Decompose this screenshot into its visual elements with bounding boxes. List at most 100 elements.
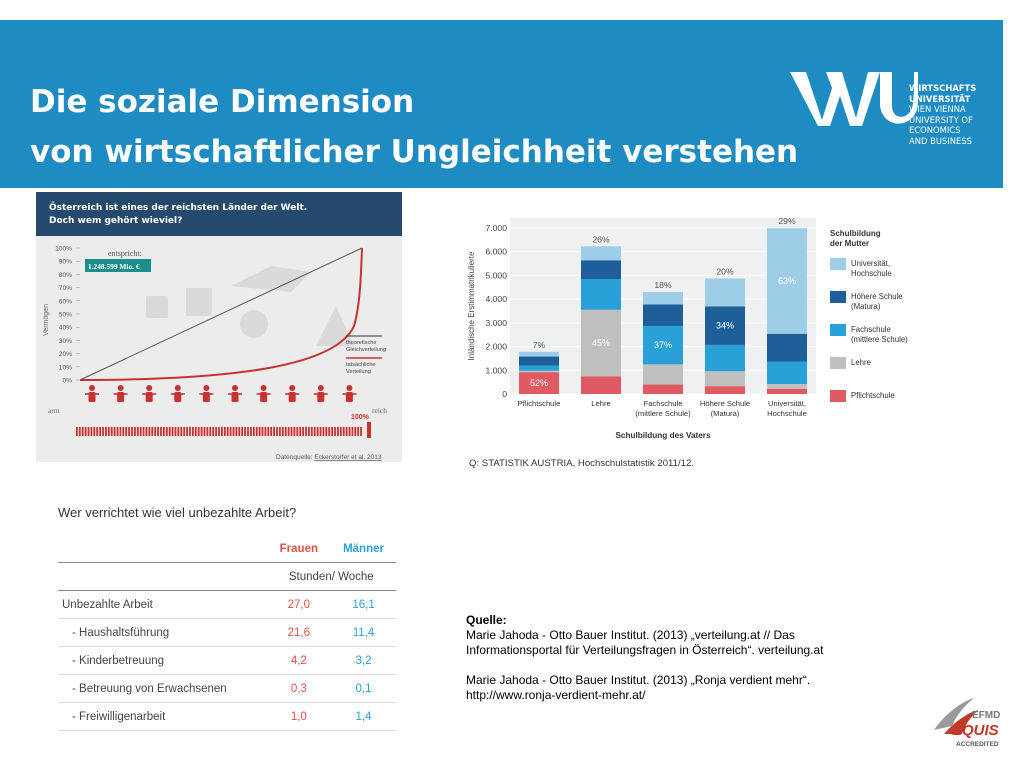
entspricht-label: entspricht: [108,249,142,258]
percentile-bar [203,427,206,436]
percentile-bar [116,427,119,436]
percentile-bar [241,427,244,436]
legend-swatch [830,258,846,270]
percentile-bar [168,427,171,436]
column-header-maenner: Männer [331,535,396,563]
x-tick-label: Lehre [591,399,610,408]
cell-frauen: 0,3 [266,674,332,703]
units-label: Stunden/ Woche [266,562,396,591]
y-tick-label: 4.000 [485,294,507,304]
percentile-bar [200,427,203,436]
cell-maenner: 16,1 [331,590,396,619]
table-title: Wer verrichtet wie viel unbezahlte Arbei… [58,505,297,520]
people-icons [85,385,357,402]
infographic-headline-2: Doch wem gehört wieviel? [49,216,183,226]
bar-total-label: 26% [592,234,610,244]
table-row: - Kinderbetreuung 4,2 3,2 [58,646,396,675]
bar-segment [643,292,683,305]
legend-actual: tatsächliche [346,362,376,368]
logo-line: UNIVERSITÄT [909,93,971,104]
logo-line: ECONOMICS [909,125,961,135]
percentile-bar [258,427,261,436]
percentile-bar [252,427,255,436]
lorenz-y-tick-label: 0% [62,378,72,385]
wu-logo-text: WIRTSCHAFTS UNIVERSITÄT WIEN VIENNA UNIV… [909,83,976,146]
bar-segment [643,304,683,326]
source-link[interactable]: http://www.ronja-verdient-mehr.at/ [466,688,646,702]
cell-maenner: 1,4 [331,702,396,731]
wealth-value-box [85,259,151,272]
percentile-bar [197,427,200,436]
percentile-bar [331,427,333,436]
percentile-bar [206,427,209,436]
bar-segment [767,228,807,334]
x-axis-ticks: Pflichtschule Lehre Fachschule(mittlere Sc… [518,399,807,418]
bar-segment [767,361,807,385]
percentile-bar-strip [76,422,371,438]
percentile-bar [342,427,345,436]
cell-maenner: 3,2 [331,646,396,675]
percentile-bar [119,427,122,436]
percentile-bar [113,427,116,436]
lorenz-y-axis-label: Vermögen [43,304,50,336]
percentile-bar [107,427,110,436]
y-tick-label: 2.000 [485,342,507,352]
percentile-bar [87,427,90,436]
percentile-bar [238,427,241,436]
arm-label: arm [48,406,60,415]
x-tick-label: Fachschule [644,399,683,408]
lorenz-y-tick-label: 10% [59,364,72,371]
percentile-bar [93,427,96,436]
logo-line: AND BUSINESS [909,135,972,146]
lorenz-y-tick-label: 20% [59,351,72,358]
table-row: - Freiwilligenarbeit 1,0 1,4 [58,702,396,731]
y-tick-label: 0 [502,389,507,399]
source-block: Quelle: Marie Jahoda - Otto Bauer Instit… [466,613,824,703]
percentile-bar [305,427,307,436]
percentile-bar [334,427,336,436]
equis-swoosh [944,710,978,734]
legend-label: Fachschule [851,325,891,334]
table-row: Unbezahlte Arbeit 27,0 16,1 [58,590,396,619]
bar-share-label: 34% [716,321,734,331]
percentile-bar [299,427,302,436]
bar-segment [519,370,559,373]
page-title-line-1: Die soziale Dimension [30,84,415,120]
units-empty [58,562,267,591]
percentile-bar [218,427,220,436]
lorenz-y-tick-label: 50% [59,312,72,319]
percentile-bar [293,427,296,436]
bar-segment [581,278,621,310]
percentile-bar [232,427,235,436]
x-tick-label: (Matura) [711,409,740,418]
y-tick-label: 7.000 [485,223,507,233]
percentile-bar [209,427,212,436]
x-tick-label: Pflichtschule [518,399,561,408]
wealth-value-text: 1.248.599 Mio. € [88,262,140,271]
percentile-bar [261,427,264,436]
percentile-bar [284,427,287,436]
percentile-bar [125,427,128,436]
wealth-distribution-infographic: Österreich ist eines der reichsten Lände… [36,192,402,462]
infographic-source-prefix: Datenquelle: Eckerstorfer et al. 2013 [276,454,382,461]
person-icon [228,385,242,402]
bar-total-label: 7% [533,340,546,350]
percentile-bar [255,427,258,436]
percentile-bar [131,427,133,436]
percentile-bar [279,427,281,436]
percentile-bar [212,427,215,436]
bar-segment [643,364,683,385]
percentile-bar [136,427,139,436]
legend-title: Schulbildung [830,229,881,238]
percentile-bar [160,427,162,436]
source-line: Informationsportal für Verteilungsfragen… [466,643,824,657]
percentile-bar [110,427,113,436]
hundred-percent-label: 100% [351,414,370,421]
equis-text: EQUIS [952,722,999,739]
decorative-background [146,266,354,346]
percentile-bar [177,427,180,436]
percentile-bar [134,427,136,436]
bar-segment [519,351,559,357]
bar-segment [705,344,745,372]
percentile-bar [313,427,316,436]
